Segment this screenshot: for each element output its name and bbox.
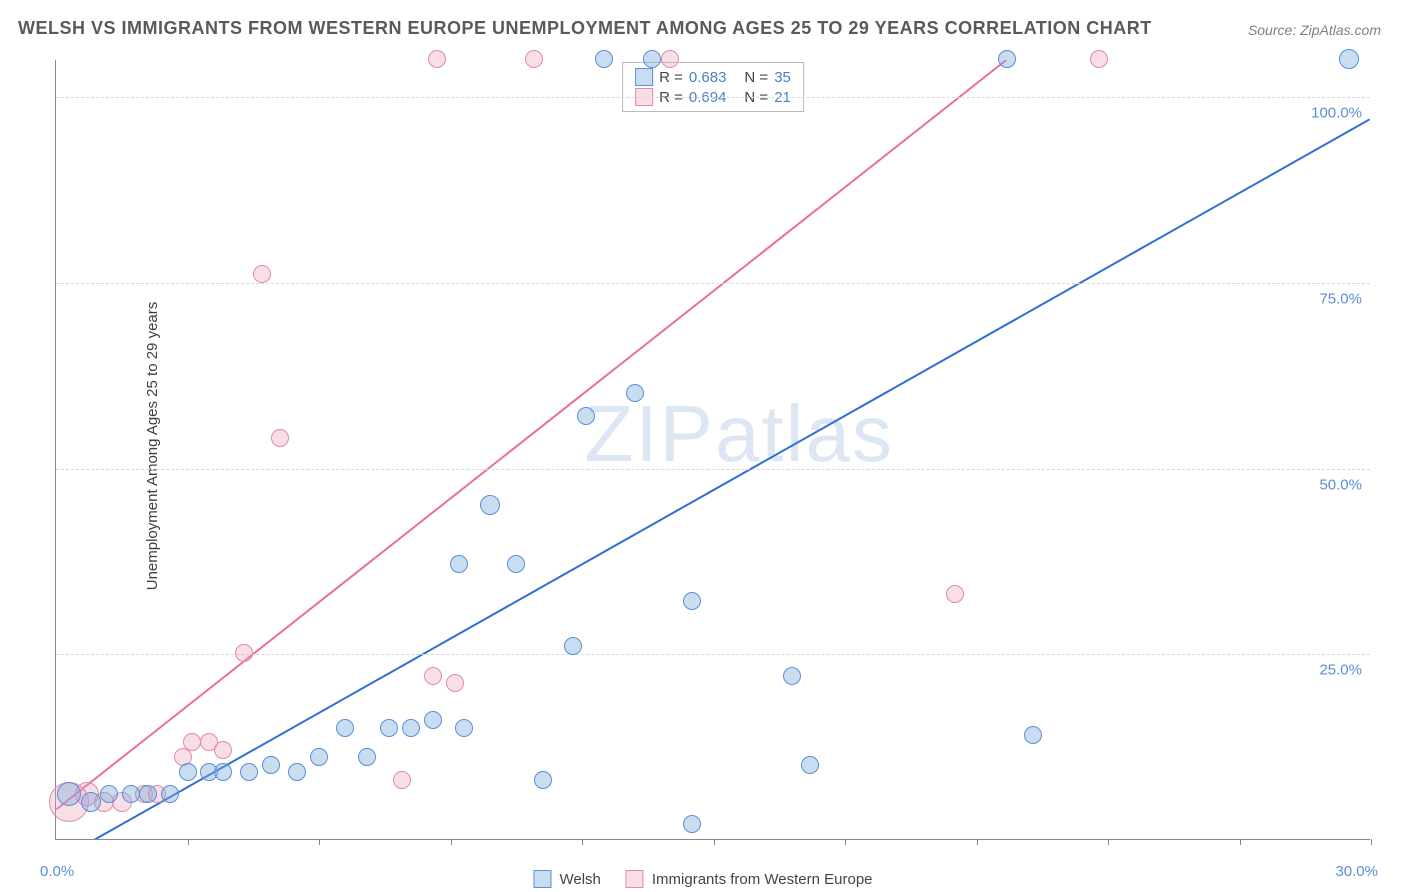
grid-line — [56, 283, 1370, 284]
legend-item-welsh: Welsh — [533, 870, 600, 888]
data-point — [1339, 49, 1359, 69]
swatch-blue-icon — [635, 68, 653, 86]
data-point — [81, 792, 101, 812]
data-point — [57, 782, 81, 806]
series-legend: Welsh Immigrants from Western Europe — [533, 870, 872, 888]
data-point — [783, 667, 801, 685]
data-point — [271, 429, 289, 447]
data-point — [643, 50, 661, 68]
x-tick — [319, 839, 320, 845]
data-point — [428, 50, 446, 68]
legend-label: Immigrants from Western Europe — [652, 871, 873, 888]
r-value: 0.683 — [689, 69, 727, 86]
data-point — [253, 265, 271, 283]
x-tick — [1108, 839, 1109, 845]
data-point — [336, 719, 354, 737]
data-point — [214, 763, 232, 781]
x-tick — [977, 839, 978, 845]
data-point — [288, 763, 306, 781]
data-point — [595, 50, 613, 68]
data-point — [183, 733, 201, 751]
data-point — [683, 592, 701, 610]
source-attribution: Source: ZipAtlas.com — [1248, 22, 1381, 38]
data-point — [998, 50, 1016, 68]
x-tick — [582, 839, 583, 845]
plot-area: ZIPatlas R = 0.683 N = 35 R = 0.694 N = … — [55, 60, 1370, 840]
data-point — [525, 50, 543, 68]
legend-item-immigrants: Immigrants from Western Europe — [626, 870, 873, 888]
data-point — [455, 719, 473, 737]
data-point — [424, 667, 442, 685]
y-tick-label: 100.0% — [1311, 105, 1362, 122]
y-tick-label: 75.0% — [1319, 290, 1362, 307]
data-point — [179, 763, 197, 781]
data-point — [1024, 726, 1042, 744]
x-tick — [845, 839, 846, 845]
chart-container: WELSH VS IMMIGRANTS FROM WESTERN EUROPE … — [0, 0, 1406, 892]
x-tick — [1240, 839, 1241, 845]
x-tick — [451, 839, 452, 845]
data-point — [235, 644, 253, 662]
grid-line — [56, 469, 1370, 470]
data-point — [1090, 50, 1108, 68]
data-point — [424, 711, 442, 729]
n-label: N = — [744, 69, 768, 86]
data-point — [100, 785, 118, 803]
data-point — [577, 407, 595, 425]
data-point — [534, 771, 552, 789]
data-point — [564, 637, 582, 655]
data-point — [801, 756, 819, 774]
swatch-blue-icon — [533, 870, 551, 888]
x-origin-label: 0.0% — [40, 863, 74, 880]
correlation-legend: R = 0.683 N = 35 R = 0.694 N = 21 — [622, 62, 804, 112]
data-point — [450, 555, 468, 573]
n-value: 35 — [774, 69, 791, 86]
x-tick — [1371, 839, 1372, 845]
data-point — [240, 763, 258, 781]
x-tick — [188, 839, 189, 845]
data-point — [402, 719, 420, 737]
grid-line — [56, 97, 1370, 98]
data-point — [683, 815, 701, 833]
data-point — [946, 585, 964, 603]
y-tick-label: 25.0% — [1319, 662, 1362, 679]
data-point — [310, 748, 328, 766]
swatch-pink-icon — [626, 870, 644, 888]
r-label: R = — [659, 69, 683, 86]
data-point — [262, 756, 280, 774]
data-point — [480, 495, 500, 515]
chart-title: WELSH VS IMMIGRANTS FROM WESTERN EUROPE … — [18, 18, 1152, 39]
trend-lines — [56, 60, 1370, 839]
y-tick-label: 50.0% — [1319, 476, 1362, 493]
legend-label: Welsh — [559, 871, 600, 888]
data-point — [446, 674, 464, 692]
legend-row-welsh: R = 0.683 N = 35 — [635, 67, 791, 87]
data-point — [507, 555, 525, 573]
x-max-label: 30.0% — [1335, 863, 1378, 880]
data-point — [139, 785, 157, 803]
data-point — [161, 785, 179, 803]
data-point — [393, 771, 411, 789]
data-point — [122, 785, 140, 803]
data-point — [358, 748, 376, 766]
data-point — [214, 741, 232, 759]
data-point — [380, 719, 398, 737]
data-point — [661, 50, 679, 68]
x-tick — [714, 839, 715, 845]
data-point — [626, 384, 644, 402]
